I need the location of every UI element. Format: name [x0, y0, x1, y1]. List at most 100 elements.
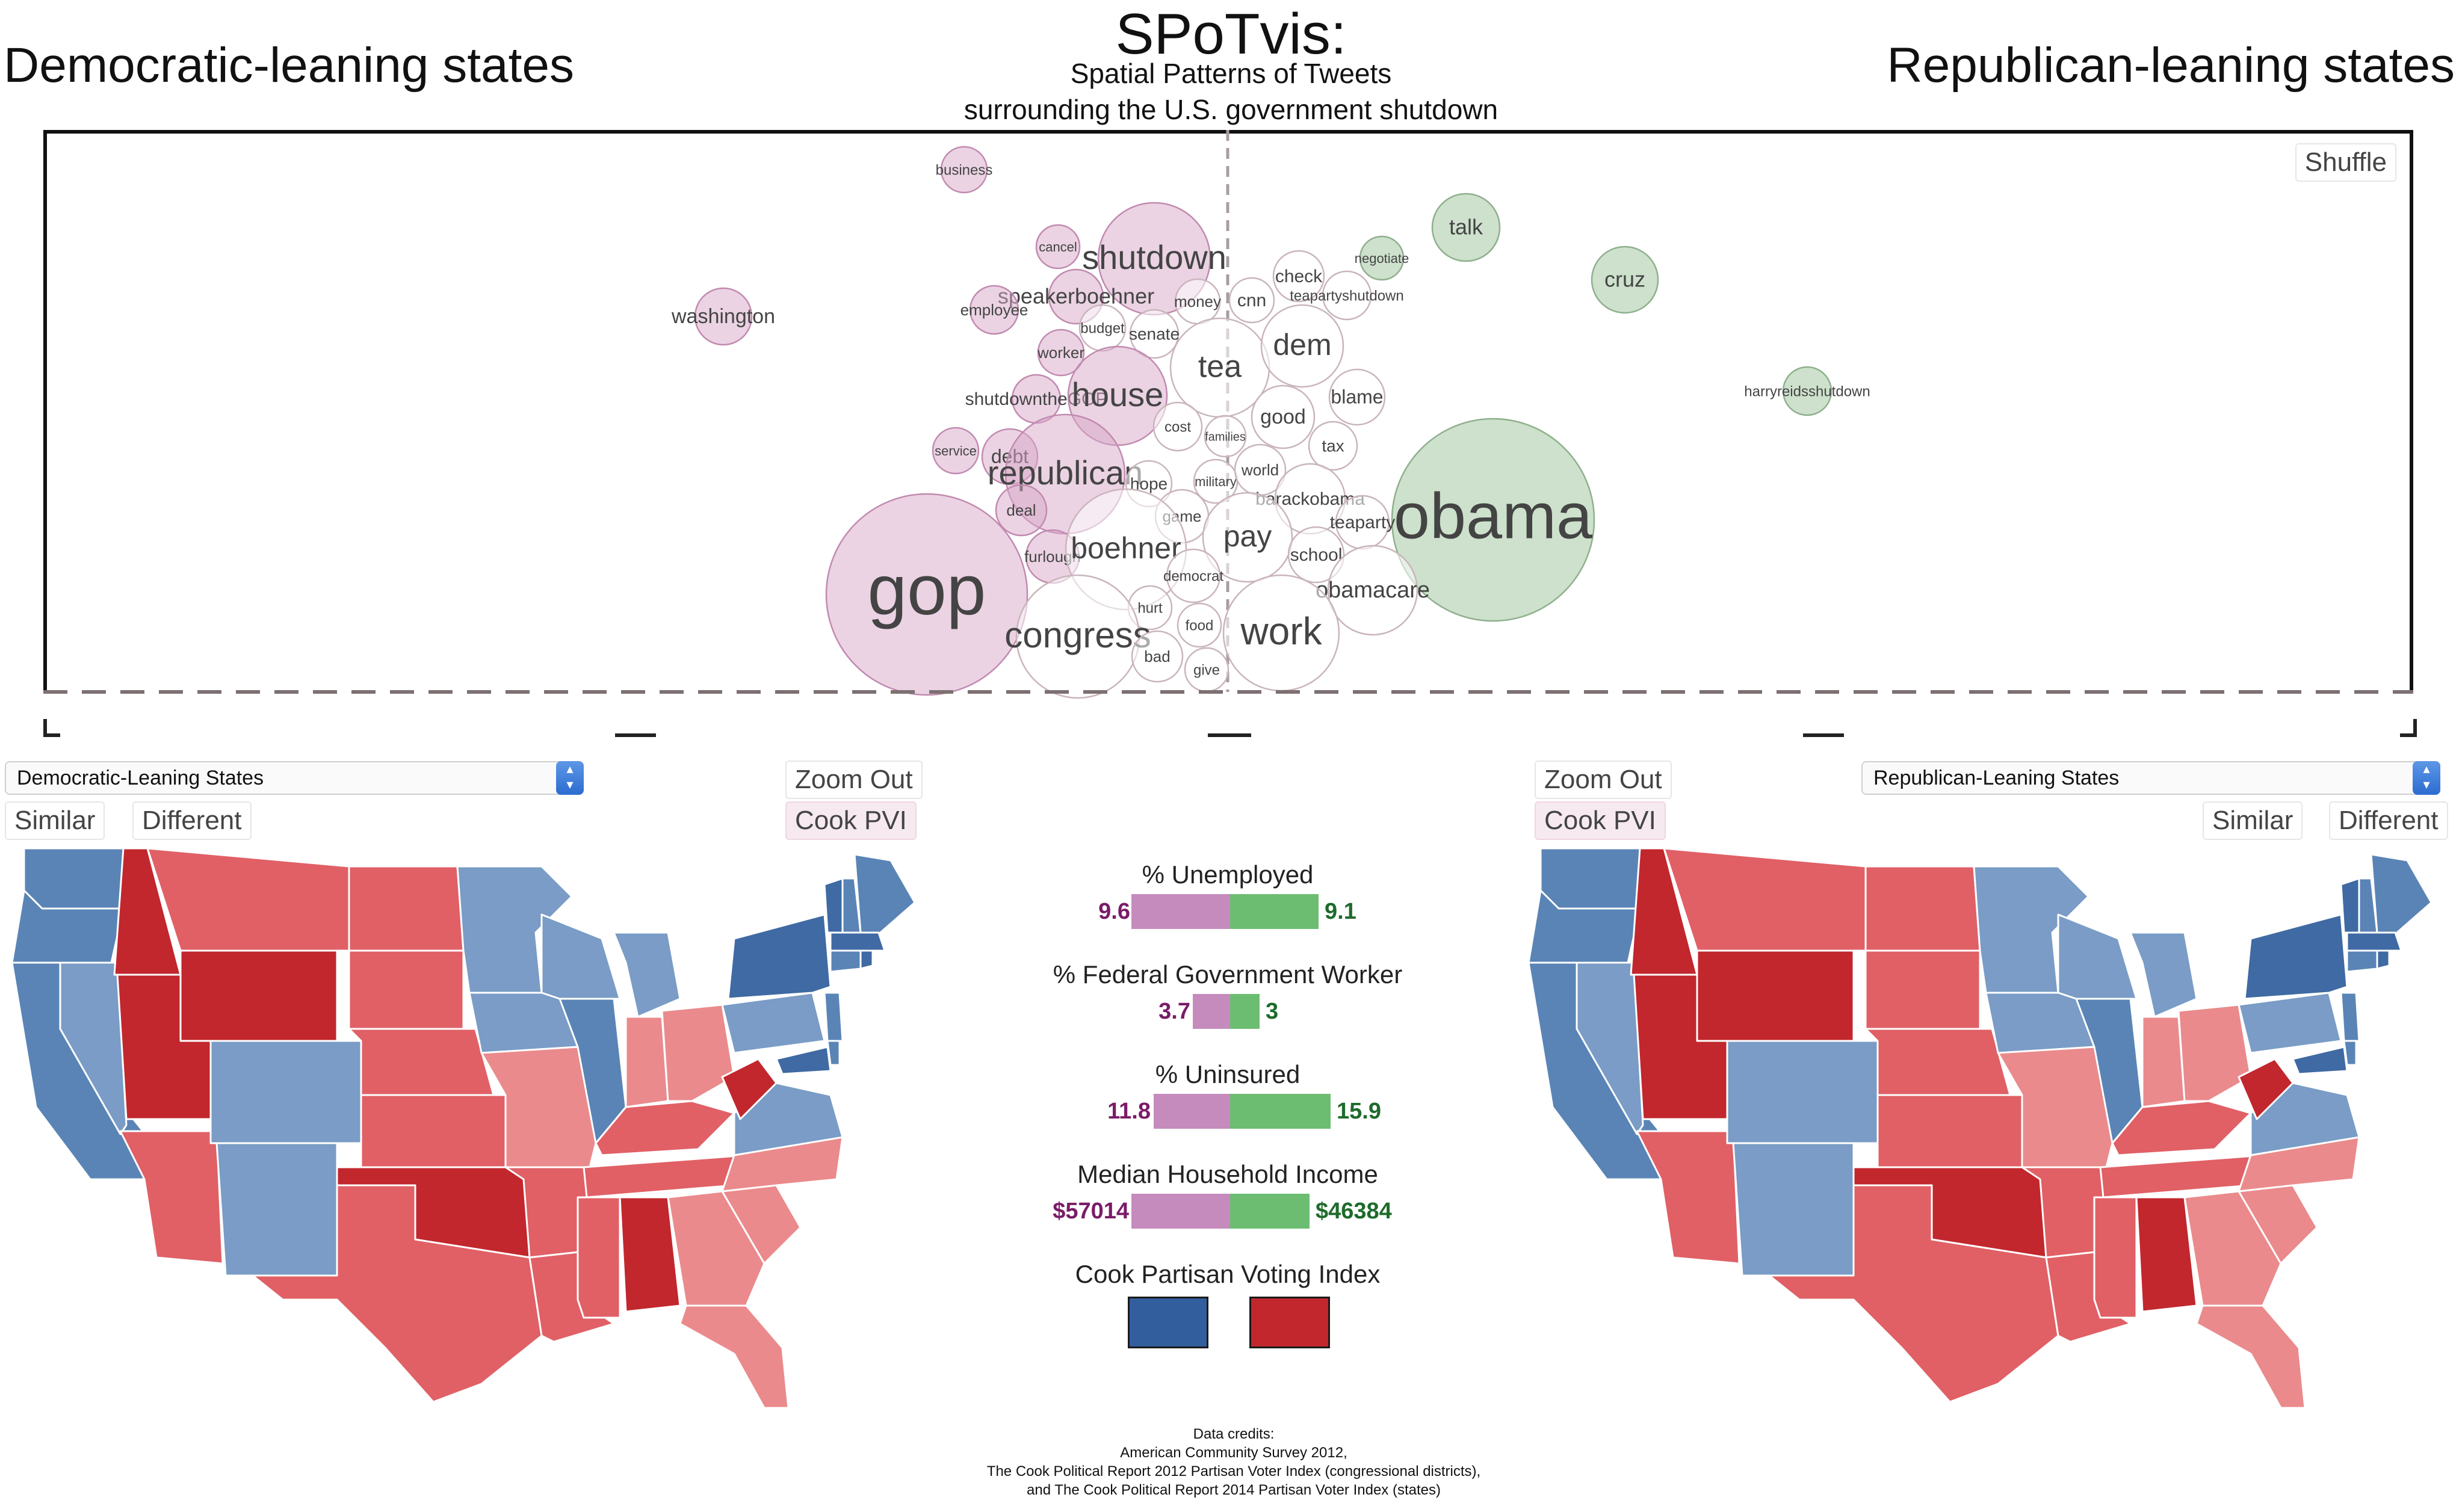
word-bubble-business[interactable] — [940, 146, 988, 194]
word-bubble-label[interactable]: budget — [1080, 320, 1125, 336]
state-ne[interactable] — [348, 1028, 495, 1096]
state-nv[interactable] — [59, 961, 128, 1135]
word-bubble-food[interactable] — [1177, 602, 1222, 648]
word-bubble-label[interactable]: bad — [1144, 647, 1170, 665]
word-bubble-dem[interactable] — [1260, 304, 1344, 388]
state-oh[interactable] — [2177, 1004, 2252, 1102]
word-bubble-harryreidsshutdown[interactable] — [1782, 366, 1833, 416]
word-bubble-label[interactable]: families — [1205, 430, 1246, 443]
state-ny[interactable] — [727, 913, 832, 1000]
word-bubble-obamacare[interactable] — [1327, 545, 1418, 636]
state-md[interactable] — [2292, 1046, 2348, 1075]
state-wi[interactable] — [540, 913, 621, 1000]
word-bubble-teapartyshutdown[interactable] — [1322, 270, 1372, 321]
word-bubble-bad[interactable] — [1131, 630, 1184, 683]
word-bubble-congress[interactable] — [1015, 574, 1140, 699]
word-bubble-label[interactable]: tea — [1198, 350, 1242, 384]
word-bubble-label[interactable]: gop — [868, 551, 986, 630]
state-sd[interactable] — [1864, 949, 1981, 1030]
state-al[interactable] — [2135, 1196, 2198, 1313]
word-bubble-employee[interactable] — [969, 285, 1019, 335]
word-bubble-democrat[interactable] — [1166, 548, 1221, 603]
state-tx[interactable] — [252, 1184, 543, 1403]
state-ri[interactable] — [2376, 949, 2390, 970]
word-bubble-negotiate[interactable] — [1359, 235, 1405, 281]
word-bubble-label[interactable]: congress — [1004, 615, 1151, 655]
state-vt[interactable] — [2340, 877, 2360, 934]
state-mi[interactable] — [2129, 931, 2198, 1018]
state-wv[interactable] — [721, 1058, 778, 1120]
state-az[interactable] — [1636, 1130, 1740, 1265]
word-bubble-cruz[interactable] — [1591, 245, 1659, 314]
state-ms[interactable] — [577, 1196, 621, 1319]
right-cook-pvi-button[interactable]: Cook PVI — [1535, 801, 1666, 840]
word-bubble-label[interactable]: give — [1193, 662, 1220, 678]
word-bubble-label[interactable]: republican — [988, 454, 1143, 492]
state-wv[interactable] — [2238, 1058, 2294, 1120]
word-bubble-label[interactable]: money — [1174, 292, 1221, 310]
state-nd[interactable] — [1864, 865, 1981, 952]
state-ct[interactable] — [2346, 949, 2378, 973]
word-bubble-washington[interactable] — [694, 287, 753, 346]
state-vt[interactable] — [823, 877, 844, 934]
state-wy[interactable] — [179, 949, 338, 1042]
state-ma[interactable] — [829, 931, 886, 952]
state-mt[interactable] — [1663, 847, 1867, 952]
word-bubble-label[interactable]: military — [1195, 474, 1237, 489]
left-different-button[interactable]: Different — [132, 801, 252, 840]
state-nm[interactable] — [1732, 1142, 1855, 1277]
state-wi[interactable] — [2057, 913, 2138, 1000]
word-bubble-obama[interactable] — [1391, 418, 1595, 622]
word-bubble-label[interactable]: food — [1186, 617, 1214, 634]
state-wa[interactable] — [23, 847, 125, 910]
state-in[interactable] — [625, 1016, 669, 1108]
state-md[interactable] — [775, 1046, 832, 1075]
state-co[interactable] — [209, 1040, 362, 1144]
word-bubble-label[interactable]: teapartyshutdown — [1290, 288, 1403, 304]
word-bubble-label[interactable]: obamacare — [1316, 578, 1430, 603]
brush-left-bracket[interactable] — [43, 719, 47, 737]
left-similar-button[interactable]: Similar — [5, 801, 105, 840]
word-bubble-label[interactable]: senate — [1129, 324, 1180, 343]
word-bubble-label[interactable]: cost — [1165, 419, 1191, 435]
word-bubble-label[interactable]: pay — [1223, 519, 1272, 553]
state-sd[interactable] — [348, 949, 465, 1030]
right-zoom-out-button[interactable]: Zoom Out — [1535, 761, 1672, 799]
word-bubble-check[interactable] — [1272, 250, 1325, 303]
word-bubble-senate[interactable] — [1129, 309, 1180, 359]
word-bubble-blame[interactable] — [1328, 368, 1386, 426]
state-nj[interactable] — [2340, 992, 2360, 1042]
word-bubble-label[interactable]: house — [1072, 375, 1164, 413]
state-mn[interactable] — [456, 865, 573, 994]
word-bubble-label[interactable]: boehner — [1071, 531, 1181, 565]
word-bubble-label[interactable]: deal — [1006, 501, 1036, 519]
word-bubble-label[interactable]: blame — [1331, 386, 1383, 407]
state-me[interactable] — [853, 853, 916, 946]
left-us-map[interactable] — [0, 842, 945, 1414]
word-bubble-label[interactable]: washington — [671, 305, 775, 328]
state-pa[interactable] — [2238, 992, 2342, 1054]
state-ks[interactable] — [360, 1094, 507, 1168]
state-mn[interactable] — [1973, 865, 2089, 994]
word-bubble-label[interactable]: negotiate — [1355, 251, 1409, 266]
state-mt[interactable] — [146, 847, 350, 952]
word-bubble-label[interactable]: talk — [1449, 215, 1483, 239]
word-bubble-label[interactable]: worker — [1037, 344, 1084, 362]
state-in[interactable] — [2141, 1016, 2186, 1108]
word-bubble-label[interactable]: good — [1260, 406, 1306, 428]
word-bubble-deal[interactable] — [995, 484, 1048, 537]
state-ct[interactable] — [829, 949, 862, 973]
state-ga[interactable] — [2183, 1190, 2282, 1307]
state-ne[interactable] — [1864, 1028, 2011, 1096]
brush-right-bracket[interactable] — [2413, 719, 2417, 737]
word-bubble-school[interactable] — [1287, 526, 1345, 584]
state-fl[interactable] — [2195, 1304, 2306, 1409]
state-nj[interactable] — [823, 992, 844, 1042]
state-fl[interactable] — [679, 1304, 790, 1409]
state-nv[interactable] — [1576, 961, 1644, 1135]
state-az[interactable] — [119, 1130, 224, 1265]
word-bubble-label[interactable]: teaparty — [1330, 513, 1395, 532]
right-us-map[interactable] — [1517, 842, 2461, 1414]
word-bubble-label[interactable]: obama — [1394, 480, 1593, 552]
state-ks[interactable] — [1876, 1094, 2023, 1168]
